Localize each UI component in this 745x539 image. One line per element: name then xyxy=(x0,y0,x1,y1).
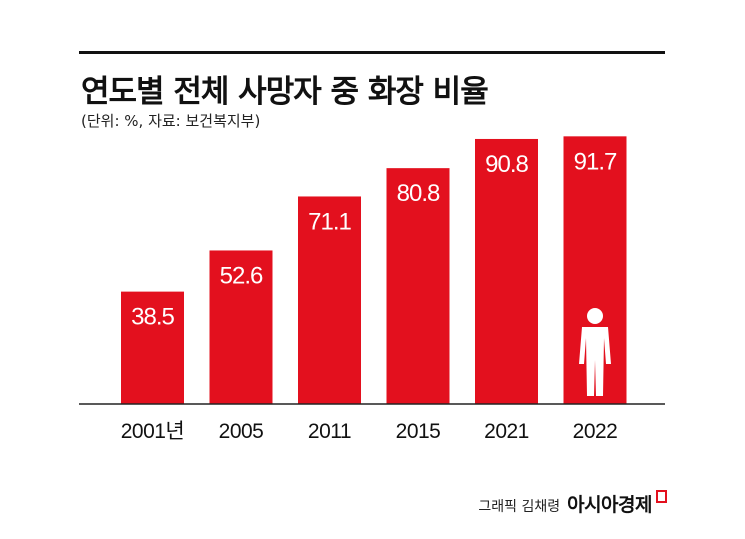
category-label-5: 2022 xyxy=(573,420,618,443)
value-label-0: 38.5 xyxy=(131,304,174,331)
value-label-1: 52.6 xyxy=(220,262,263,289)
credit-prefix: 그래픽 김채령 xyxy=(478,496,560,516)
category-label-2: 2011 xyxy=(308,420,351,443)
brand-mark-icon xyxy=(656,490,667,503)
bar-4 xyxy=(475,139,538,404)
value-label-2: 71.1 xyxy=(308,208,351,235)
value-label-4: 90.8 xyxy=(485,151,528,178)
credit: 그래픽 김채령 아시아경제 xyxy=(478,490,667,517)
category-label-1: 2005 xyxy=(219,420,264,443)
bar-5 xyxy=(564,136,627,404)
brand-logo: 아시아경제 xyxy=(567,490,652,517)
category-label-3: 2015 xyxy=(396,420,441,443)
value-label-5: 91.7 xyxy=(574,148,617,175)
category-label-4: 2021 xyxy=(484,420,529,443)
category-label-0: 2001년 xyxy=(121,420,185,443)
value-label-3: 80.8 xyxy=(397,180,440,207)
